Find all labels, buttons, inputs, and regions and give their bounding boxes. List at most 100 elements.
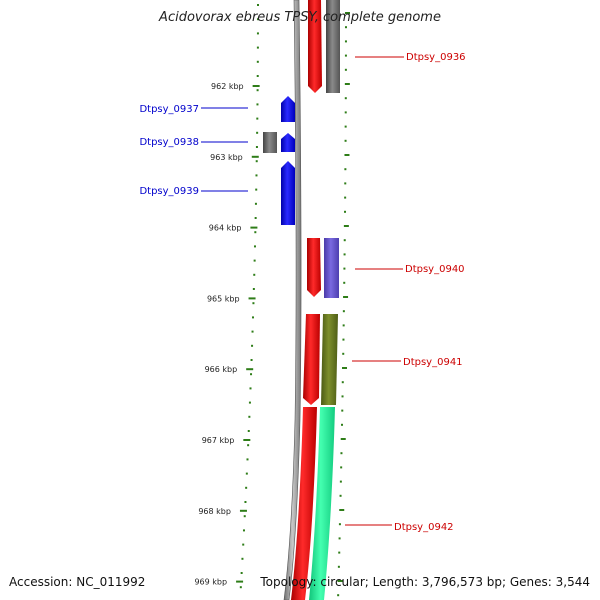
ruler-dot: [343, 239, 346, 242]
ruler-dot: [343, 253, 346, 256]
ruler-dot: [252, 288, 255, 290]
gene-label[interactable]: Dtpsy_0939: [139, 186, 199, 197]
tick-label: 967 kbp: [202, 436, 235, 445]
ruler-dot: [247, 444, 250, 447]
ruler-dot: [339, 480, 342, 483]
ruler-dot: [256, 4, 259, 6]
ruler-dot: [342, 338, 345, 341]
ruler-dot: [256, 46, 259, 49]
tick-mark: [236, 580, 244, 583]
ruler-dot: [248, 401, 251, 404]
ruler-dot: [344, 12, 350, 14]
gene-label[interactable]: Dtpsy_0936: [406, 52, 466, 63]
ruler-dot: [241, 557, 244, 560]
ruler-dot: [242, 529, 245, 532]
ruler-dot: [256, 89, 259, 92]
cds-red-0941: [303, 314, 320, 405]
ruler-dot: [239, 586, 242, 589]
tick-label: 966 kbp: [205, 365, 238, 374]
gene-label[interactable]: Dtpsy_0937: [139, 104, 199, 115]
ruler-dot: [252, 302, 255, 305]
ruler-dot: [340, 466, 343, 469]
accession-label: Accession: NC_011992: [9, 575, 146, 589]
ruler-dot: [342, 352, 345, 355]
ruler-dot: [256, 60, 259, 63]
ruler-dot: [343, 267, 346, 270]
ruler-dot: [240, 572, 243, 574]
cog-teal-0942: [309, 407, 335, 600]
ruler-dot: [248, 415, 251, 418]
cog-olive-0941: [321, 314, 338, 405]
ruler-dot: [344, 97, 347, 100]
ruler-dot: [340, 438, 346, 440]
ruler-dot: [343, 281, 346, 284]
gene-labels-right: Dtpsy_0936 Dtpsy_0940 Dtpsy_0941 Dtpsy_0942: [345, 52, 466, 533]
tick-label: 964 kbp: [209, 224, 242, 233]
ruler-dot: [253, 259, 256, 262]
ruler-ticks: 962 kbp 963 kbp 964 kbp 965 kbp 966 kbp 967 k…: [194, 82, 260, 587]
ruler-dot: [344, 210, 347, 213]
ruler-dot: [251, 330, 254, 333]
tick-mark: [251, 155, 259, 158]
gene-blue-0937: [281, 96, 295, 122]
genome-summary: Topology: circular; Length: 3,796,573 bp…: [260, 575, 590, 589]
ruler-dot: [344, 26, 347, 29]
cog-gray-0936: [326, 0, 340, 93]
ruler-dots-left: [239, 4, 259, 589]
ruler-dot: [341, 423, 344, 426]
ruler-dot: [344, 125, 347, 128]
ruler-dot: [254, 217, 257, 219]
ruler-dot: [344, 83, 350, 85]
tick-mark: [239, 509, 247, 512]
tick-label: 969 kbp: [194, 578, 227, 587]
tick-mark: [252, 85, 260, 87]
ruler-dot: [251, 316, 254, 319]
ruler-dot: [242, 543, 245, 546]
ruler-dot: [344, 68, 347, 71]
ruler-dot: [251, 344, 254, 347]
ruler-dot: [342, 310, 345, 313]
ruler-dot: [244, 501, 247, 503]
ruler-dot: [341, 395, 344, 398]
ruler-dot: [250, 359, 253, 361]
cds-red-0936: [308, 0, 322, 93]
ruler-dot: [344, 40, 347, 43]
tick-mark: [248, 297, 256, 300]
cog-purple-0940: [324, 238, 339, 298]
tick-label: 962 kbp: [211, 82, 244, 91]
ruler-dot: [255, 160, 258, 163]
ruler-dot: [344, 196, 347, 199]
gene-label[interactable]: Dtpsy_0938: [139, 137, 199, 148]
ruler-dot: [341, 381, 344, 384]
ruler-dot: [342, 324, 345, 327]
ruler-dot: [253, 273, 256, 276]
ruler-dot: [341, 409, 344, 412]
gene-label[interactable]: Dtpsy_0942: [394, 522, 454, 533]
gene-label[interactable]: Dtpsy_0940: [405, 264, 465, 275]
map-title: Acidovorax ebreus TPSY, complete genome: [159, 10, 441, 25]
tick-label: 963 kbp: [210, 153, 243, 162]
ruler-dot: [247, 430, 250, 432]
gene-label[interactable]: Dtpsy_0941: [403, 357, 463, 368]
tick-mark: [250, 226, 258, 229]
ruler-dot: [256, 18, 259, 21]
ruler-dot: [254, 202, 257, 205]
ruler-dot: [344, 182, 347, 185]
ruler-dot: [256, 103, 259, 106]
ruler-dot: [249, 387, 252, 390]
tick-label: 965 kbp: [207, 294, 240, 303]
ruler-dot: [337, 580, 343, 582]
tick-label: 968 kbp: [198, 507, 231, 516]
ruler-dot: [337, 594, 340, 597]
ruler-dot: [245, 472, 248, 475]
ruler-dot: [256, 75, 259, 77]
ruler-dots-right: [337, 12, 350, 597]
ruler-dot: [342, 367, 348, 369]
cds-red-0940: [307, 238, 321, 297]
ruler-dot: [339, 509, 345, 511]
ruler-dot: [255, 174, 258, 177]
ruler-dot: [245, 486, 248, 489]
ruler-dot: [339, 494, 342, 497]
ruler-dot: [344, 154, 350, 156]
